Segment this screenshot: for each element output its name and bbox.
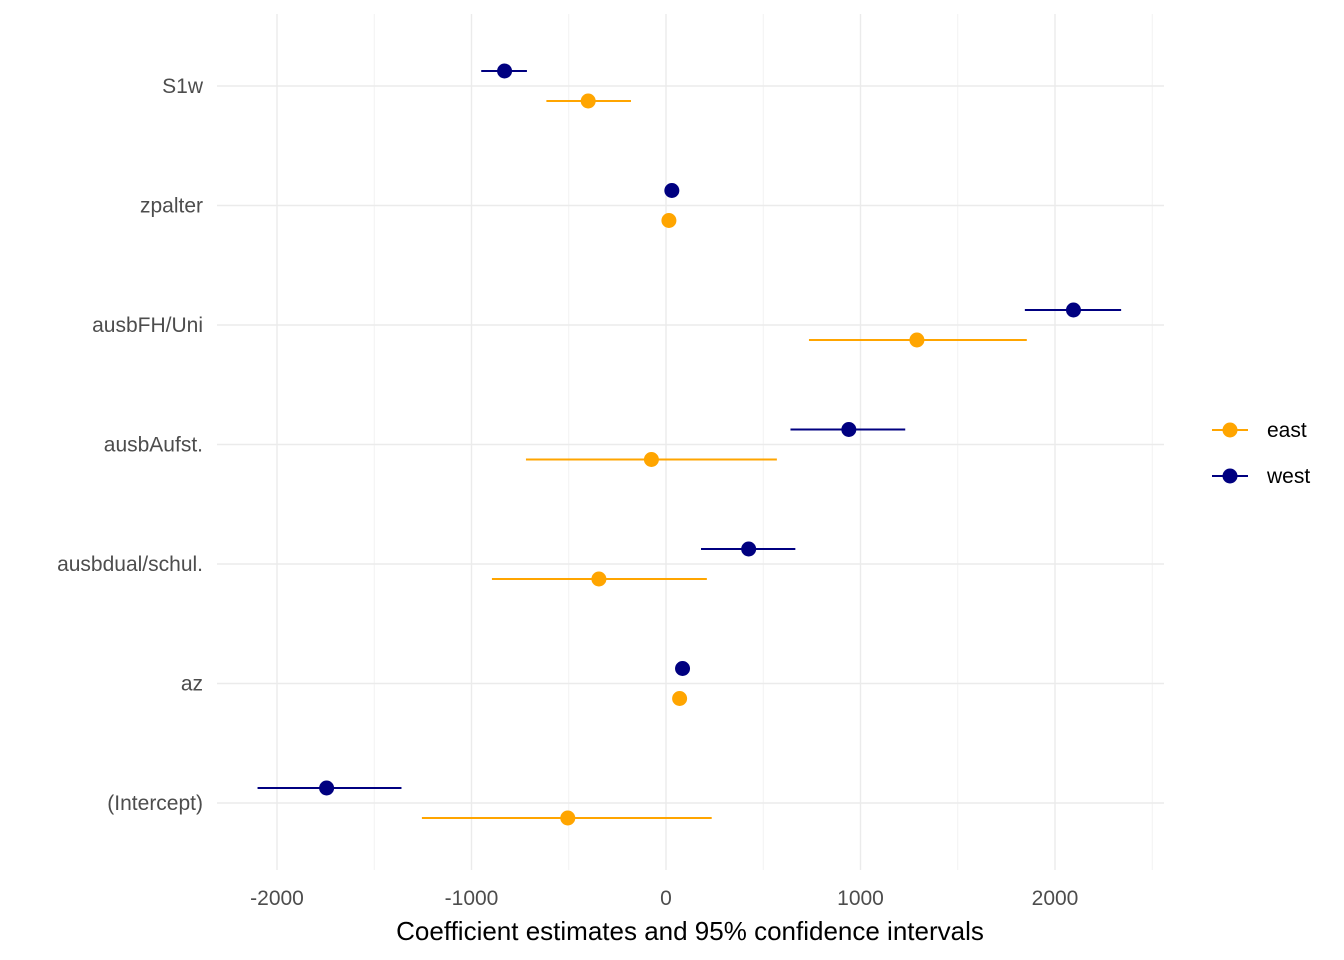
- legend-point: [1222, 468, 1238, 484]
- estimate-point: [741, 541, 757, 557]
- y-tick-label: S1w: [162, 75, 204, 98]
- estimate-point: [1065, 302, 1081, 318]
- legend-key-east: [1212, 422, 1248, 438]
- x-tick-label: 2000: [1032, 887, 1079, 910]
- x-tick-label: 1000: [837, 887, 884, 910]
- y-tick-label: az: [181, 673, 203, 696]
- grid: [217, 14, 1164, 870]
- estimate-point: [672, 691, 688, 706]
- x-tick-label: -1000: [445, 887, 499, 910]
- series-east: [421, 93, 1027, 826]
- legend-point: [1222, 422, 1238, 438]
- legend-label: west: [1266, 465, 1310, 488]
- estimate-point: [841, 422, 857, 437]
- estimate-point: [643, 452, 659, 467]
- y-tick-label: zpalter: [140, 195, 203, 218]
- series-layer: [257, 63, 1122, 826]
- estimate-point: [580, 93, 596, 109]
- estimate-point: [909, 332, 925, 348]
- x-axis-tick-labels: -2000 -1000 0 1000 2000: [250, 887, 1078, 910]
- estimate-point: [591, 571, 607, 587]
- x-axis-title: Coefficient estimates and 95% confidence…: [396, 916, 984, 946]
- estimate-point: [675, 661, 691, 676]
- estimate-point: [319, 780, 335, 796]
- series-west: [257, 63, 1122, 796]
- legend-key-west: [1212, 468, 1248, 484]
- y-tick-label: ausbAufst.: [104, 434, 203, 457]
- legend: east west: [1212, 419, 1310, 488]
- estimate-point: [661, 213, 677, 228]
- legend-label: east: [1267, 419, 1307, 442]
- y-axis-tick-labels: S1w zpalter ausbFH/Uni ausbAufst. ausbdual/s…: [57, 75, 204, 815]
- y-tick-label: ausbdual/schul.: [57, 553, 203, 576]
- estimate-point: [497, 63, 513, 79]
- x-tick-label: -2000: [250, 887, 304, 910]
- estimate-point: [664, 183, 680, 198]
- x-tick-label: 0: [660, 887, 672, 910]
- y-tick-label: (Intercept): [107, 792, 203, 815]
- y-tick-label: ausbFH/Uni: [92, 314, 203, 337]
- estimate-point: [560, 810, 576, 826]
